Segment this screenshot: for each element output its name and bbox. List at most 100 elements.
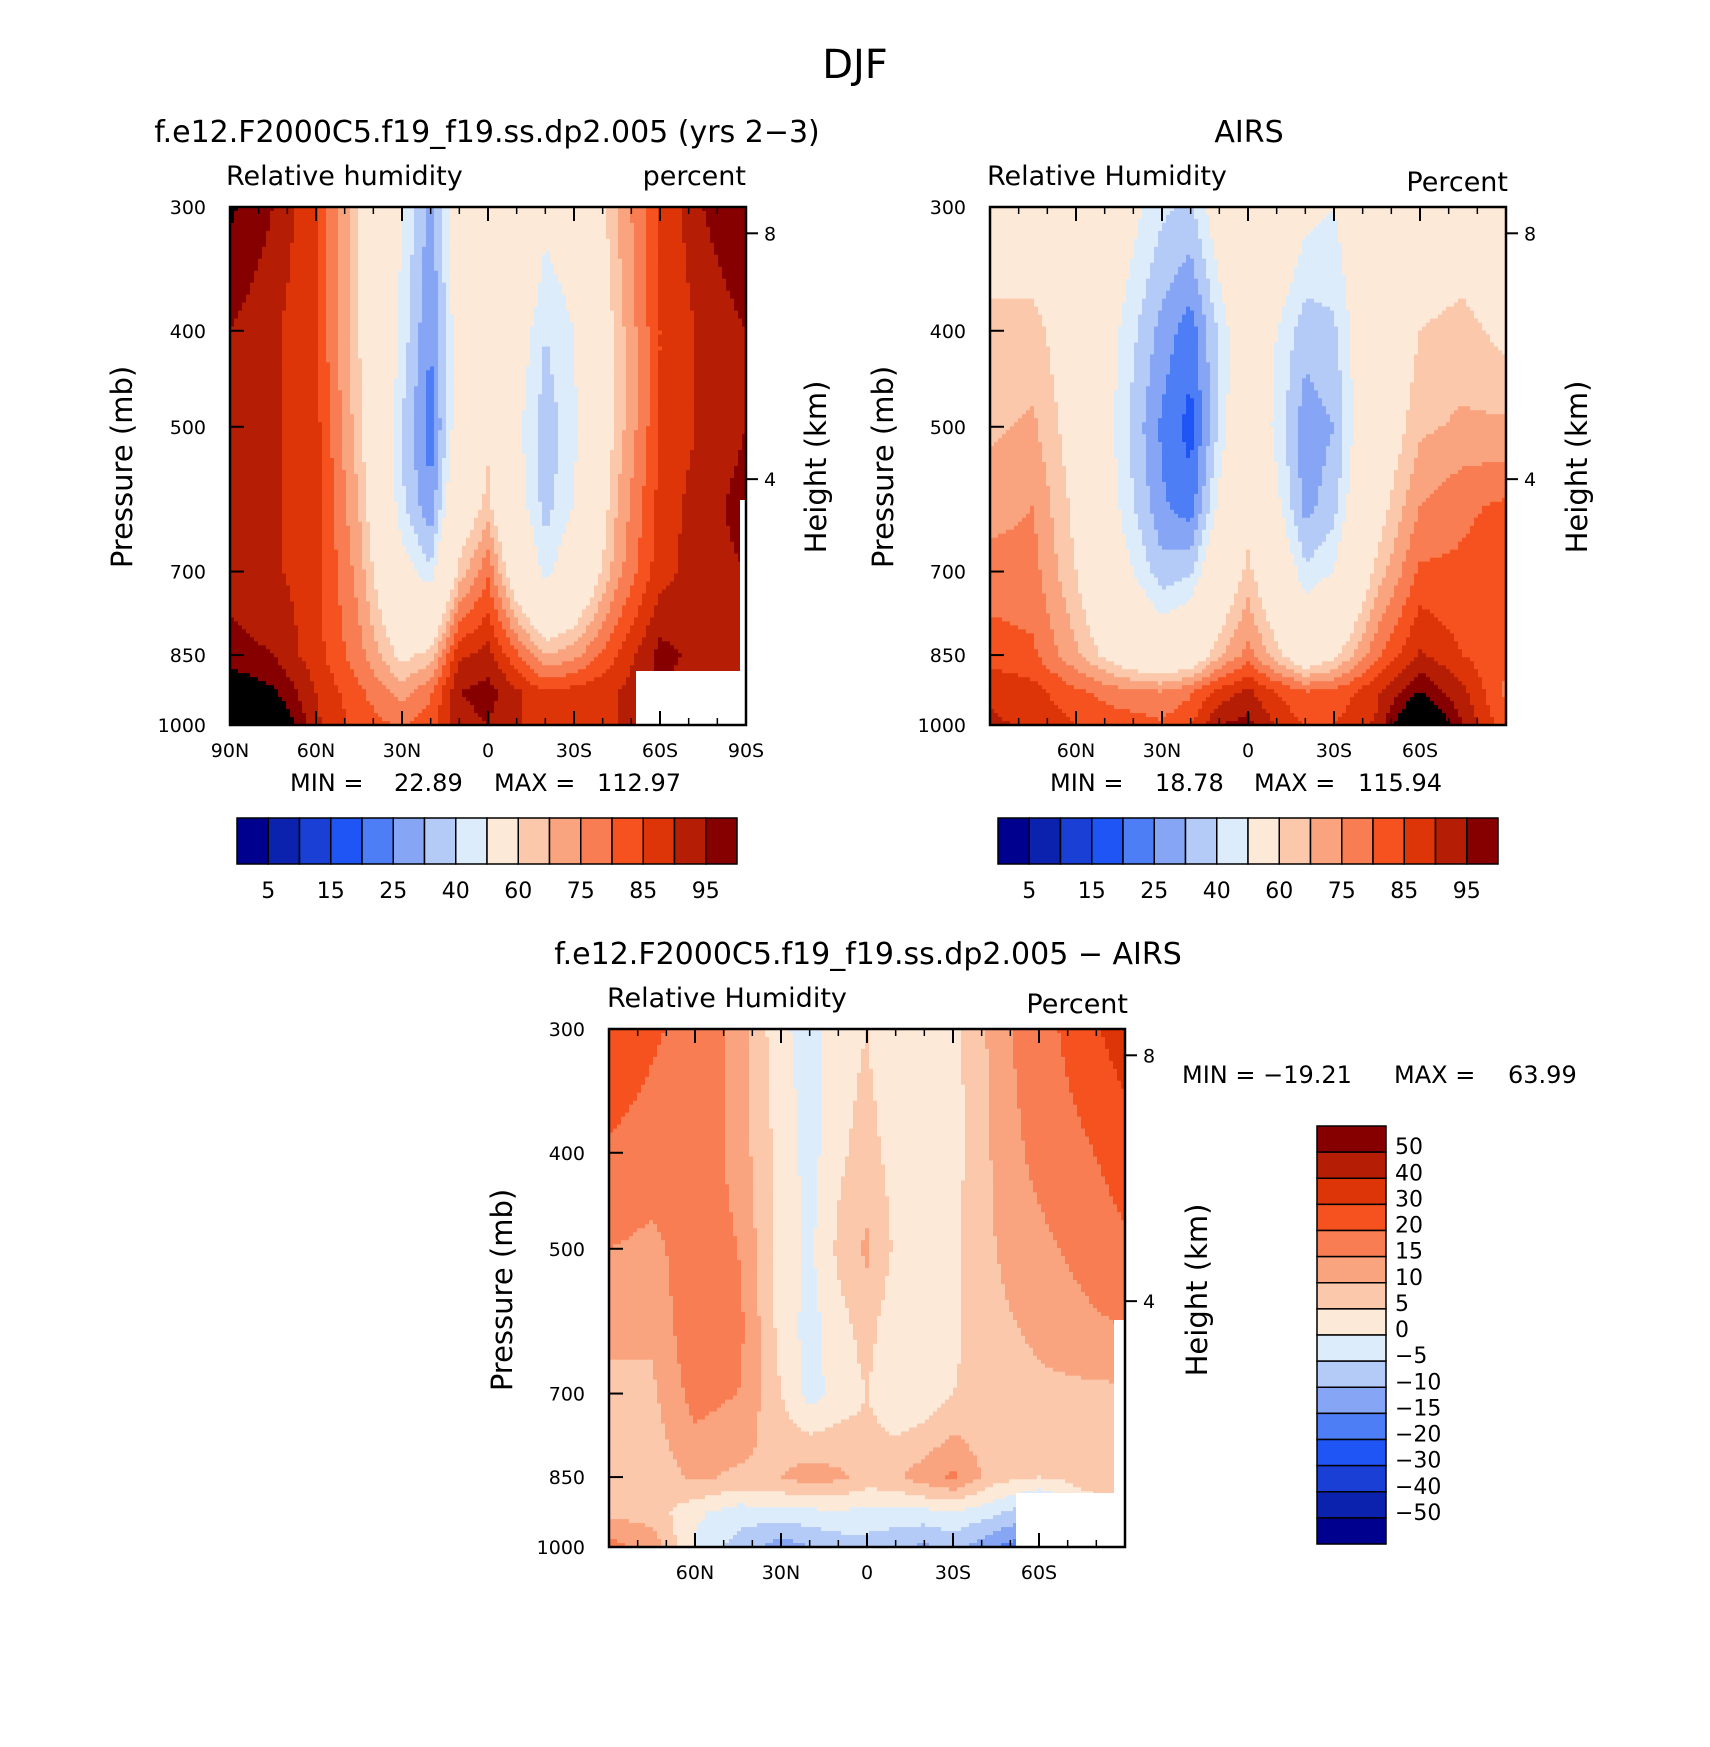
- contour-cell: [690, 350, 695, 356]
- contour-cell: [486, 330, 491, 336]
- contour-cell: [722, 278, 727, 284]
- contour-cell: [262, 326, 267, 332]
- contour-cell: [454, 234, 459, 240]
- contour-cell: [410, 242, 415, 248]
- contour-cell: [314, 250, 319, 256]
- contour-cell: [598, 234, 603, 240]
- contour-cell: [370, 226, 375, 232]
- contour-cell: [326, 346, 331, 352]
- contour-cell: [282, 306, 287, 312]
- contour-cell: [542, 346, 547, 352]
- contour-cell: [498, 282, 503, 288]
- contour-cell: [454, 250, 459, 256]
- contour-cell: [706, 250, 711, 256]
- contour-cell: [410, 222, 415, 228]
- contour-cell: [342, 226, 347, 232]
- contour-cell: [242, 278, 247, 284]
- contour-cell: [302, 326, 307, 332]
- contour-cell: [358, 342, 363, 348]
- contour-cell: [410, 322, 415, 328]
- contour-cell: [478, 350, 483, 356]
- contour-cell: [486, 270, 491, 276]
- contour-cell: [390, 358, 395, 363]
- contour-cell: [694, 282, 699, 288]
- contour-cell: [274, 222, 279, 228]
- contour-cell: [462, 250, 467, 256]
- contour-cell: [694, 238, 699, 244]
- contour-cell: [534, 282, 539, 288]
- contour-cell: [290, 334, 295, 340]
- contour-cell: [306, 302, 311, 308]
- contour-cell: [734, 310, 739, 316]
- contour-cell: [442, 274, 447, 280]
- contour-cell: [346, 270, 351, 276]
- contour-cell: [330, 266, 335, 272]
- contour-cell: [342, 314, 347, 320]
- contour-cell: [686, 282, 691, 288]
- contour-cell: [722, 290, 727, 296]
- contour-cell: [702, 354, 707, 360]
- contour-cell: [558, 334, 563, 340]
- contour-cell: [370, 346, 375, 352]
- contour-cell: [586, 322, 591, 328]
- contour-cell: [618, 226, 623, 232]
- contour-cell: [662, 286, 667, 292]
- contour-cell: [510, 258, 515, 264]
- contour-cell: [482, 214, 487, 220]
- contour-cell: [302, 346, 307, 352]
- contour-cell: [618, 238, 623, 244]
- contour-cell: [498, 306, 503, 312]
- contour-cell: [382, 266, 387, 272]
- contour-cell: [502, 230, 507, 236]
- contour-cell: [590, 262, 595, 268]
- contour-cell: [382, 318, 387, 324]
- contour-cell: [722, 262, 727, 268]
- contour-cell: [310, 282, 315, 288]
- contour-cell: [554, 314, 559, 320]
- contour-cell: [466, 330, 471, 336]
- contour-cell: [642, 310, 647, 316]
- contour-cell: [490, 346, 495, 352]
- contour-cell: [730, 214, 735, 220]
- contour-cell: [558, 270, 563, 276]
- contour-cell: [638, 354, 643, 360]
- contour-cell: [570, 278, 575, 284]
- contour-cell: [298, 358, 303, 363]
- contour-cell: [606, 234, 611, 240]
- contour-cell: [358, 230, 363, 236]
- contour-cell: [322, 334, 327, 340]
- contour-cell: [378, 246, 383, 252]
- contour-cell: [350, 266, 355, 272]
- contour-cell: [630, 234, 635, 240]
- contour-cell: [674, 238, 679, 244]
- contour-cell: [478, 346, 483, 352]
- contour-cell: [662, 326, 667, 332]
- contour-cell: [490, 274, 495, 280]
- contour-cell: [490, 290, 495, 296]
- contour-cell: [738, 262, 743, 268]
- contour-cell: [626, 250, 631, 256]
- contour-cell: [306, 262, 311, 268]
- contour-cell: [690, 354, 695, 360]
- contour-cell: [350, 346, 355, 352]
- contour-cell: [318, 358, 323, 363]
- contour-cell: [250, 242, 255, 248]
- contour-cell: [450, 210, 455, 216]
- contour-cell: [350, 342, 355, 348]
- contour-cell: [418, 354, 423, 360]
- contour-cell: [294, 234, 299, 240]
- contour-cell: [410, 330, 415, 336]
- contour-cell: [694, 210, 699, 216]
- contour-cell: [406, 278, 411, 284]
- contour-cell: [670, 290, 675, 296]
- contour-cell: [262, 338, 267, 344]
- contour-cell: [558, 214, 563, 220]
- contour-cell: [630, 270, 635, 276]
- contour-cell: [726, 266, 731, 272]
- contour-cell: [282, 334, 287, 340]
- contour-cell: [390, 246, 395, 252]
- contour-cell: [482, 338, 487, 344]
- contour-cell: [710, 246, 715, 252]
- contour-cell: [370, 278, 375, 284]
- contour-cell: [614, 258, 619, 264]
